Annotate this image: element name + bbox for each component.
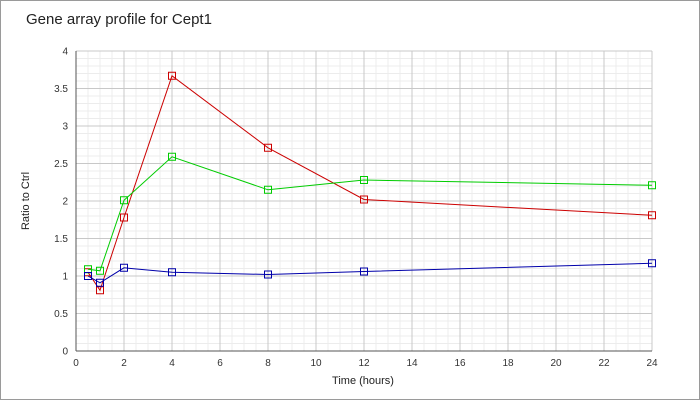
x-tick-label: 8 [265, 358, 271, 369]
data-point-marker [264, 185, 272, 194]
x-tick-label: 22 [598, 358, 610, 369]
chart-title: Gene array profile for Cept1 [26, 11, 212, 28]
x-tick-label: 6 [217, 358, 223, 369]
series-line [87, 74, 653, 292]
x-tick-label: 12 [358, 358, 370, 369]
series-line [87, 156, 653, 272]
y-tick-label: 2.5 [54, 159, 68, 170]
data-point-marker [264, 270, 272, 279]
data-point-marker [264, 143, 272, 152]
data-point-marker [84, 272, 92, 280]
x-tick-label: 18 [502, 358, 514, 369]
data-point-marker [648, 259, 656, 268]
y-tick-label: 1 [62, 272, 68, 283]
x-tick-label: 14 [406, 358, 418, 369]
data-point-marker [168, 152, 176, 161]
data-point-marker [648, 181, 656, 190]
series-3 [84, 259, 656, 287]
grid [75, 50, 653, 352]
data-point-marker [96, 266, 104, 275]
x-tick-label: 24 [646, 358, 658, 369]
series-group [84, 71, 656, 295]
y-tick-label: 3 [62, 122, 68, 133]
x-tick-label: 2 [121, 358, 127, 369]
x-tick-label: 16 [454, 358, 466, 369]
x-tick-label: 0 [73, 358, 79, 369]
x-tick-label: 20 [550, 358, 562, 369]
data-point-marker [360, 267, 368, 276]
y-tick-label: 2 [62, 197, 68, 208]
y-axis-label: Ratio to Ctrl [20, 172, 32, 230]
data-point-marker [120, 263, 128, 272]
y-tick-label: 0.5 [54, 309, 68, 320]
data-point-marker [168, 71, 176, 80]
x-axis-label: Time (hours) [332, 375, 394, 387]
y-tick-label: 0 [62, 347, 68, 358]
data-point-marker [120, 213, 128, 222]
data-point-marker [120, 196, 128, 205]
series-line [87, 262, 653, 284]
y-tick-label: 3.5 [54, 84, 68, 95]
data-point-marker [648, 211, 656, 220]
data-point-marker [96, 278, 104, 287]
data-point-marker [168, 268, 176, 277]
y-tick-label: 4 [62, 47, 68, 58]
data-point-marker [360, 195, 368, 204]
x-tick-label: 10 [310, 358, 322, 369]
x-tick-label: 4 [169, 358, 175, 369]
data-point-marker [360, 176, 368, 184]
y-tick-label: 1.5 [54, 234, 68, 245]
